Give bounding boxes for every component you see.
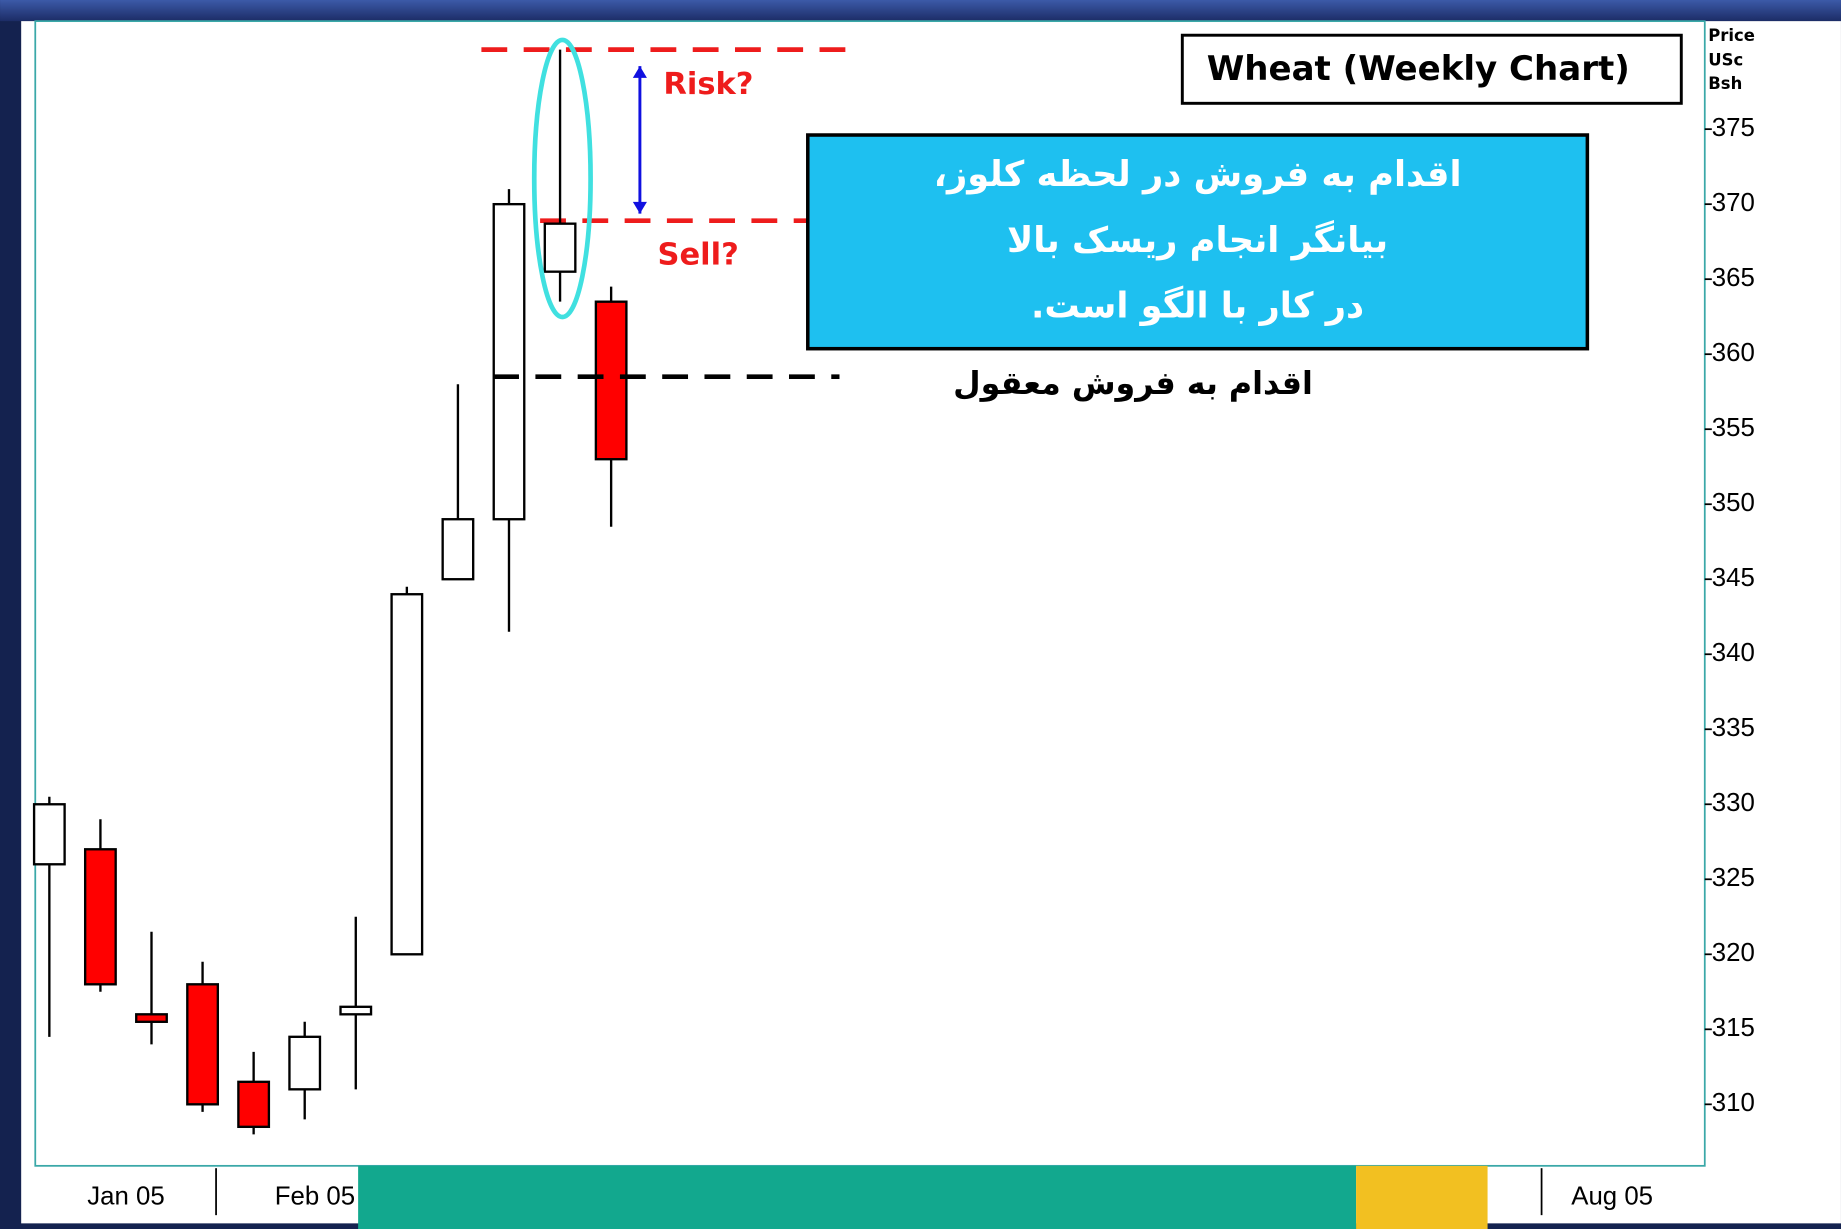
y-tick-label: 355 (1712, 414, 1755, 442)
sell-label: Sell? (658, 237, 739, 272)
y-axis-label: Bsh (1708, 74, 1742, 93)
candle-body (339, 1005, 373, 1016)
candle-body (288, 1035, 322, 1091)
y-tick-label: 310 (1712, 1089, 1755, 1117)
note-text: در کار با الگو است. (1031, 285, 1364, 327)
candle-body (186, 983, 220, 1106)
y-tick-label: 325 (1712, 864, 1755, 892)
x-axis-label: Aug 05 (1571, 1182, 1653, 1210)
x-axis-label: Feb 05 (275, 1182, 355, 1210)
candle-body (237, 1080, 271, 1129)
highlight-ellipse (531, 37, 593, 320)
y-tick-label: 340 (1712, 639, 1755, 667)
y-axis-label: USc (1708, 51, 1743, 70)
candle-body (135, 1013, 168, 1023)
reasonable-sell-label: اقدام به فروش معقول (953, 366, 1313, 402)
y-tick-label: 375 (1712, 114, 1755, 142)
note-box (806, 133, 1590, 351)
y-tick-label: 315 (1712, 1014, 1755, 1042)
candle-body (83, 848, 117, 986)
y-axis-label: Price (1708, 26, 1755, 45)
y-tick-label: 360 (1712, 339, 1755, 367)
y-tick-label: 320 (1712, 939, 1755, 967)
y-tick-label: 345 (1712, 564, 1755, 592)
candle-body (390, 593, 424, 956)
y-tick-label: 370 (1712, 189, 1755, 217)
note-text: اقدام به فروش در لحظه کلوز، (934, 154, 1462, 195)
y-tick-label: 330 (1712, 789, 1755, 817)
x-axis-label: Jan 05 (87, 1182, 165, 1210)
footer-banner (358, 1165, 1357, 1229)
candle-body (594, 300, 628, 461)
chart-title: Wheat (Weekly Chart) (1207, 49, 1630, 89)
risk-label: Risk? (663, 67, 753, 102)
top-band (0, 0, 1841, 22)
y-tick-label: 335 (1712, 714, 1755, 742)
y-tick-label: 365 (1712, 264, 1755, 292)
y-tick-label: 350 (1712, 489, 1755, 517)
candle-body (543, 222, 577, 273)
candle-body (32, 803, 66, 866)
title-box (1180, 33, 1683, 105)
note-text: بیانگر انجام ریسک بالا (1007, 219, 1388, 261)
candle-body (441, 518, 475, 581)
footer-banner-logo (1356, 1165, 1488, 1229)
candle-body (492, 202, 526, 521)
